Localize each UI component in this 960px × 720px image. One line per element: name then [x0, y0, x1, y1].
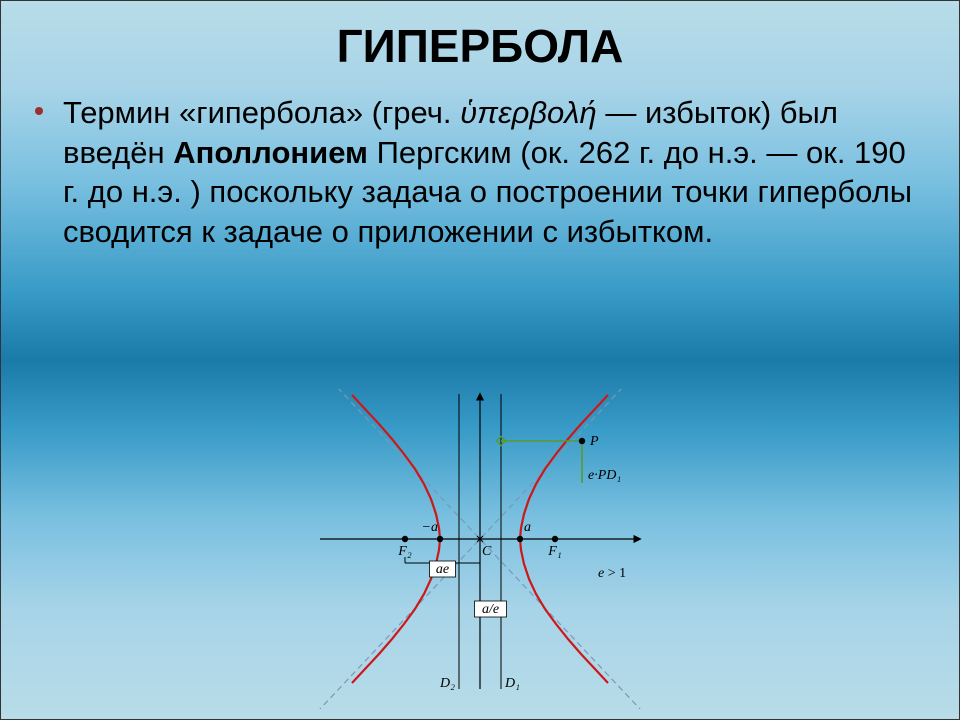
- body-area: Термин «гипербола» (греч. ὑπερβολή — изб…: [1, 73, 959, 252]
- slide-title: ГИПЕРБОЛА: [1, 1, 959, 73]
- svg-text:a/e: a/e: [482, 602, 499, 617]
- bullet-item: Термин «гипербола» (греч. ὑπερβολή — изб…: [63, 93, 919, 252]
- svg-text:e·PD₁: e·PD₁: [588, 468, 621, 483]
- svg-text:−a: −a: [422, 520, 438, 535]
- svg-text:P: P: [589, 434, 599, 449]
- svg-text:C: C: [482, 544, 492, 559]
- slide: ГИПЕРБОЛА Термин «гипербола» (греч. ὑπερ…: [0, 0, 960, 720]
- bullet-dot-icon: [35, 107, 43, 115]
- text-part-1: Термин «гипербола» (греч.: [63, 95, 460, 130]
- svg-text:D₂: D₂: [439, 676, 455, 691]
- svg-text:ae: ae: [436, 562, 449, 577]
- svg-text:F₂: F₂: [397, 544, 412, 559]
- text-bold: Аполлонием: [173, 135, 368, 170]
- diagram-svg: −a a F₂ F₁ C D₂ D₁ ae a/e Pe·PD₁ e > 1: [280, 389, 680, 709]
- text-greek: ὑπερβολή: [460, 95, 597, 130]
- hyperbola-diagram: −a a F₂ F₁ C D₂ D₁ ae a/e Pe·PD₁ e > 1: [280, 389, 680, 709]
- svg-text:F₁: F₁: [547, 544, 561, 559]
- paragraph: Термин «гипербола» (греч. ὑπερβολή — изб…: [63, 93, 919, 252]
- svg-text:D₁: D₁: [504, 676, 520, 691]
- svg-text:a: a: [524, 520, 531, 535]
- svg-text:e > 1: e > 1: [598, 566, 626, 581]
